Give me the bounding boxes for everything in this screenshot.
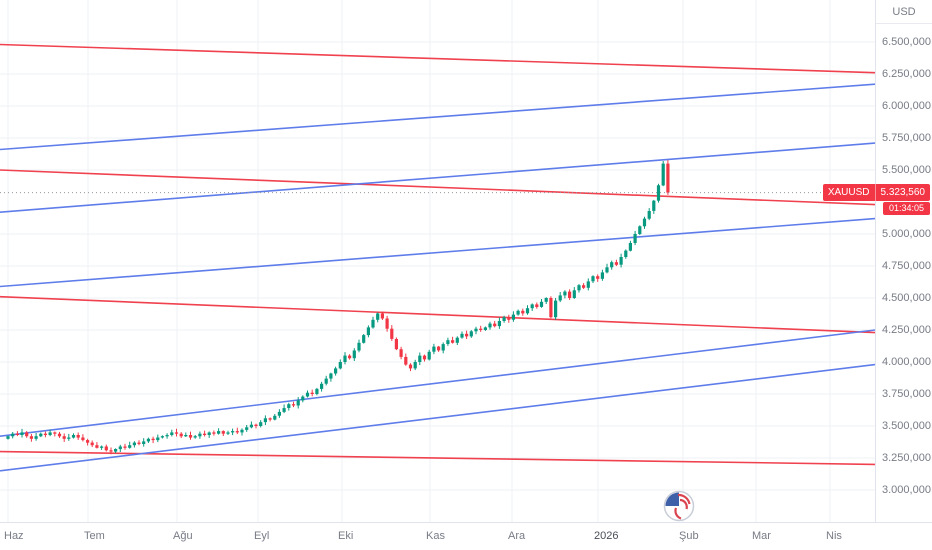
price-tick-label: 4.500,000 <box>882 292 931 304</box>
price-tick-label: 5.000,000 <box>882 228 931 240</box>
time-axis-label: Mar <box>752 530 771 542</box>
price-pane[interactable] <box>0 0 875 522</box>
time-axis-label: Ağu <box>173 530 193 542</box>
currency-label: USD <box>876 6 932 24</box>
price-tick-label: 4.750,000 <box>882 260 931 272</box>
price-tick-label: 4.000,000 <box>882 356 931 368</box>
price-tick-label: 5.500,000 <box>882 164 931 176</box>
time-axis-label: Ara <box>508 530 526 542</box>
trendline-blue-support-up[interactable] <box>0 329 875 437</box>
trendline-red-mid-lower[interactable] <box>0 295 875 334</box>
price-tick-label: 3.250,000 <box>882 452 931 464</box>
price-tick-label: 6.000,000 <box>882 100 931 112</box>
price-tick-label: 3.500,000 <box>882 420 931 432</box>
time-axis[interactable]: Haz Tem Ağu Eyl Eki Kas Ara 2026 Şub Mar Nis <box>0 522 932 550</box>
trendline-red-mid-upper[interactable] <box>0 169 875 206</box>
price-tick-label: 5.750,000 <box>882 132 931 144</box>
countdown-label: 01:34:05 <box>888 203 924 214</box>
time-axis-label: Tem <box>84 530 105 542</box>
price-tick-label: 6.500,000 <box>882 36 931 48</box>
time-axis-label: Eyl <box>254 530 270 542</box>
trendline-blue-channel-3[interactable] <box>0 217 875 288</box>
symbol-label: XAUUSD <box>827 187 870 199</box>
time-axis-label: 2026 <box>594 530 619 542</box>
grid-layer <box>0 0 875 522</box>
price-axis[interactable]: USD 6.500,000 6.250,000 6.000,000 5.750,000… <box>875 0 932 522</box>
trendline-red-upper[interactable] <box>0 43 875 74</box>
time-axis-label: Kas <box>426 530 445 542</box>
current-price-badge[interactable]: XAUUSD 5.323,560 <box>822 184 931 202</box>
time-axis-label: Haz <box>4 530 24 542</box>
price-tick-label: 3.750,000 <box>882 388 931 400</box>
trendline-blue-channel-2[interactable] <box>0 142 875 213</box>
broker-globe-logo <box>663 490 695 522</box>
time-axis-label: Eki <box>338 530 354 542</box>
candlestick-chart[interactable] <box>0 0 875 522</box>
trendlines-layer[interactable] <box>0 43 875 472</box>
current-price-label: 5.323,560 <box>874 184 931 202</box>
trendline-blue-channel-1[interactable] <box>0 83 875 151</box>
price-tick-label: 6.250,000 <box>882 68 931 80</box>
price-tick-label: 4.250,000 <box>882 324 931 336</box>
candles-layer <box>6 160 670 455</box>
bar-countdown-badge: 01:34:05 <box>882 202 930 216</box>
price-tick-label: 3.000,000 <box>882 484 931 496</box>
trendline-blue-support-low[interactable] <box>0 363 875 472</box>
time-axis-label: Şub <box>679 530 699 542</box>
time-axis-label: Nis <box>826 530 842 542</box>
globe-icon <box>663 490 695 522</box>
